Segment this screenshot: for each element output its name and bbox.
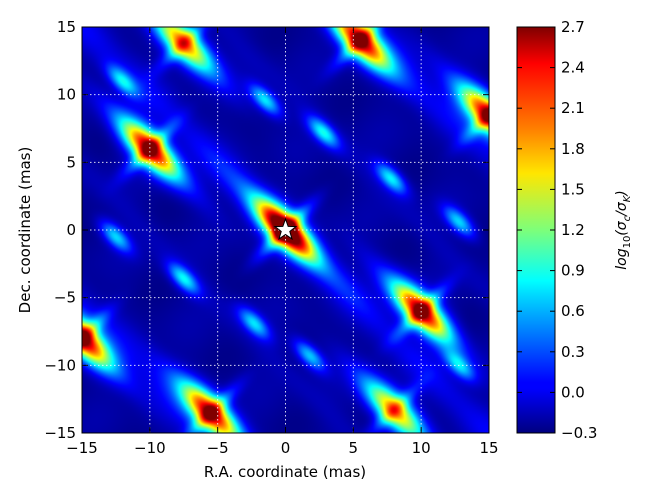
colorbar-tick-label: 2.1	[561, 99, 585, 117]
x-tick-label: −15	[66, 439, 98, 457]
colorbar-tick-label: 1.2	[561, 221, 585, 239]
y-tick-label: 0	[66, 221, 76, 239]
colorbar-tick-label: 1.8	[561, 140, 585, 158]
colorbar-label: log10(σc/σK)	[614, 190, 633, 270]
y-tick-label: 5	[66, 153, 76, 171]
x-tick-label: 10	[412, 439, 431, 457]
colorbar-tick-label: 0.3	[561, 343, 585, 361]
x-tick-label: 0	[281, 439, 291, 457]
colorbar-tick-label: 2.7	[561, 18, 585, 36]
y-tick-label: 10	[57, 86, 76, 104]
plot-frame	[81, 26, 490, 434]
colorbar-tick-label: 1.5	[561, 180, 585, 198]
colorbar-tick-label: −0.3	[561, 424, 597, 442]
colorbar-tick-label: 0.0	[561, 383, 585, 401]
colorbar-tick-label: 2.4	[561, 59, 585, 77]
colorbar-ticks: −0.3 0.0 0.3 0.6 0.9 1.2 1.5 1.8 2.1 2.4 2.7	[517, 18, 597, 442]
y-tick-label: −10	[44, 356, 76, 374]
x-tick-label: 5	[349, 439, 359, 457]
y-tick-label: 15	[57, 18, 76, 36]
y-axis-label: Dec. coordinate (mas)	[16, 147, 34, 314]
x-tick-label: 15	[479, 439, 498, 457]
colorbar-tick-label: 0.6	[561, 302, 585, 320]
colorbar-tick-label: 0.9	[561, 262, 585, 280]
colorbar-gradient	[517, 27, 555, 433]
x-tick-label: −5	[207, 439, 229, 457]
x-tick-label: −10	[134, 439, 166, 457]
y-tick-label: −15	[44, 424, 76, 442]
y-tick-label: −5	[54, 289, 76, 307]
x-axis: −15 −10 −5 0 5 10 15	[66, 27, 499, 457]
x-axis-label: R.A. coordinate (mas)	[204, 463, 366, 481]
star-marker	[273, 217, 298, 241]
